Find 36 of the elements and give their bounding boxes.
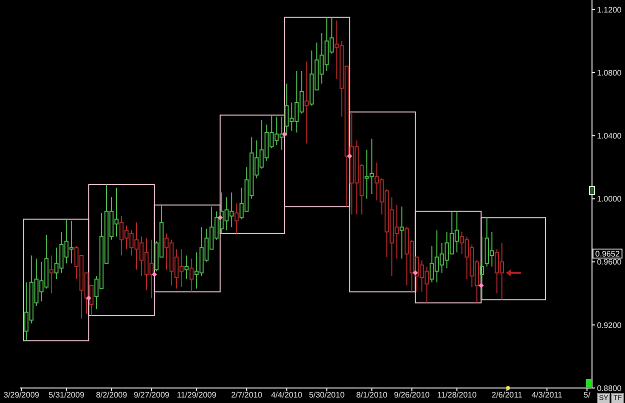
x-tick-label: 2/7/2010 xyxy=(231,390,263,400)
point xyxy=(86,296,92,301)
x-tick-label: 11/29/2009 xyxy=(176,390,217,400)
candlestick xyxy=(400,206,404,260)
point xyxy=(282,131,288,137)
point xyxy=(412,270,418,276)
point xyxy=(218,215,223,220)
y-tick-label: 1.0800 xyxy=(597,68,622,78)
point xyxy=(478,282,484,288)
x-tick-label: 8/1/2010 xyxy=(356,390,388,400)
x-tick-label: 8/2/2009 xyxy=(96,390,128,400)
x-tick-label: 4/3/2011 xyxy=(532,390,563,400)
candlestick xyxy=(189,258,194,292)
x-tick-label: 9/26/2010 xyxy=(394,390,430,400)
candlestick xyxy=(234,202,239,234)
x-tick-label: 11/28/2010 xyxy=(437,390,478,400)
point xyxy=(152,272,158,278)
candlestick xyxy=(480,236,484,300)
x-tick-label: 5/31/2009 xyxy=(48,390,85,400)
x-tick-label: 4/4/2010 xyxy=(271,390,303,400)
x-tick-label: 5/30/2010 xyxy=(308,390,346,400)
y-tick-label: 1.1200 xyxy=(597,5,622,14)
y-tick-label: 0.9200 xyxy=(597,320,622,330)
candlestick xyxy=(304,61,309,144)
candlestick xyxy=(49,255,54,294)
y-tick-label: 0.8800 xyxy=(597,384,622,393)
x-tick-label: 5/ xyxy=(584,390,592,400)
y-tick-label: 1.0000 xyxy=(597,194,622,204)
y-tick-label: 0.9600 xyxy=(597,258,622,267)
annotation: 0.9652 xyxy=(595,250,620,259)
candlestick xyxy=(184,255,189,280)
y-tick-label: 1.0400 xyxy=(597,131,622,140)
x-tick-label: 3/29/2009 xyxy=(4,390,40,400)
x-tick-label: 9/27/2009 xyxy=(134,390,170,400)
x-tick-label: 2/6/2011 xyxy=(492,390,523,400)
point xyxy=(347,154,352,159)
